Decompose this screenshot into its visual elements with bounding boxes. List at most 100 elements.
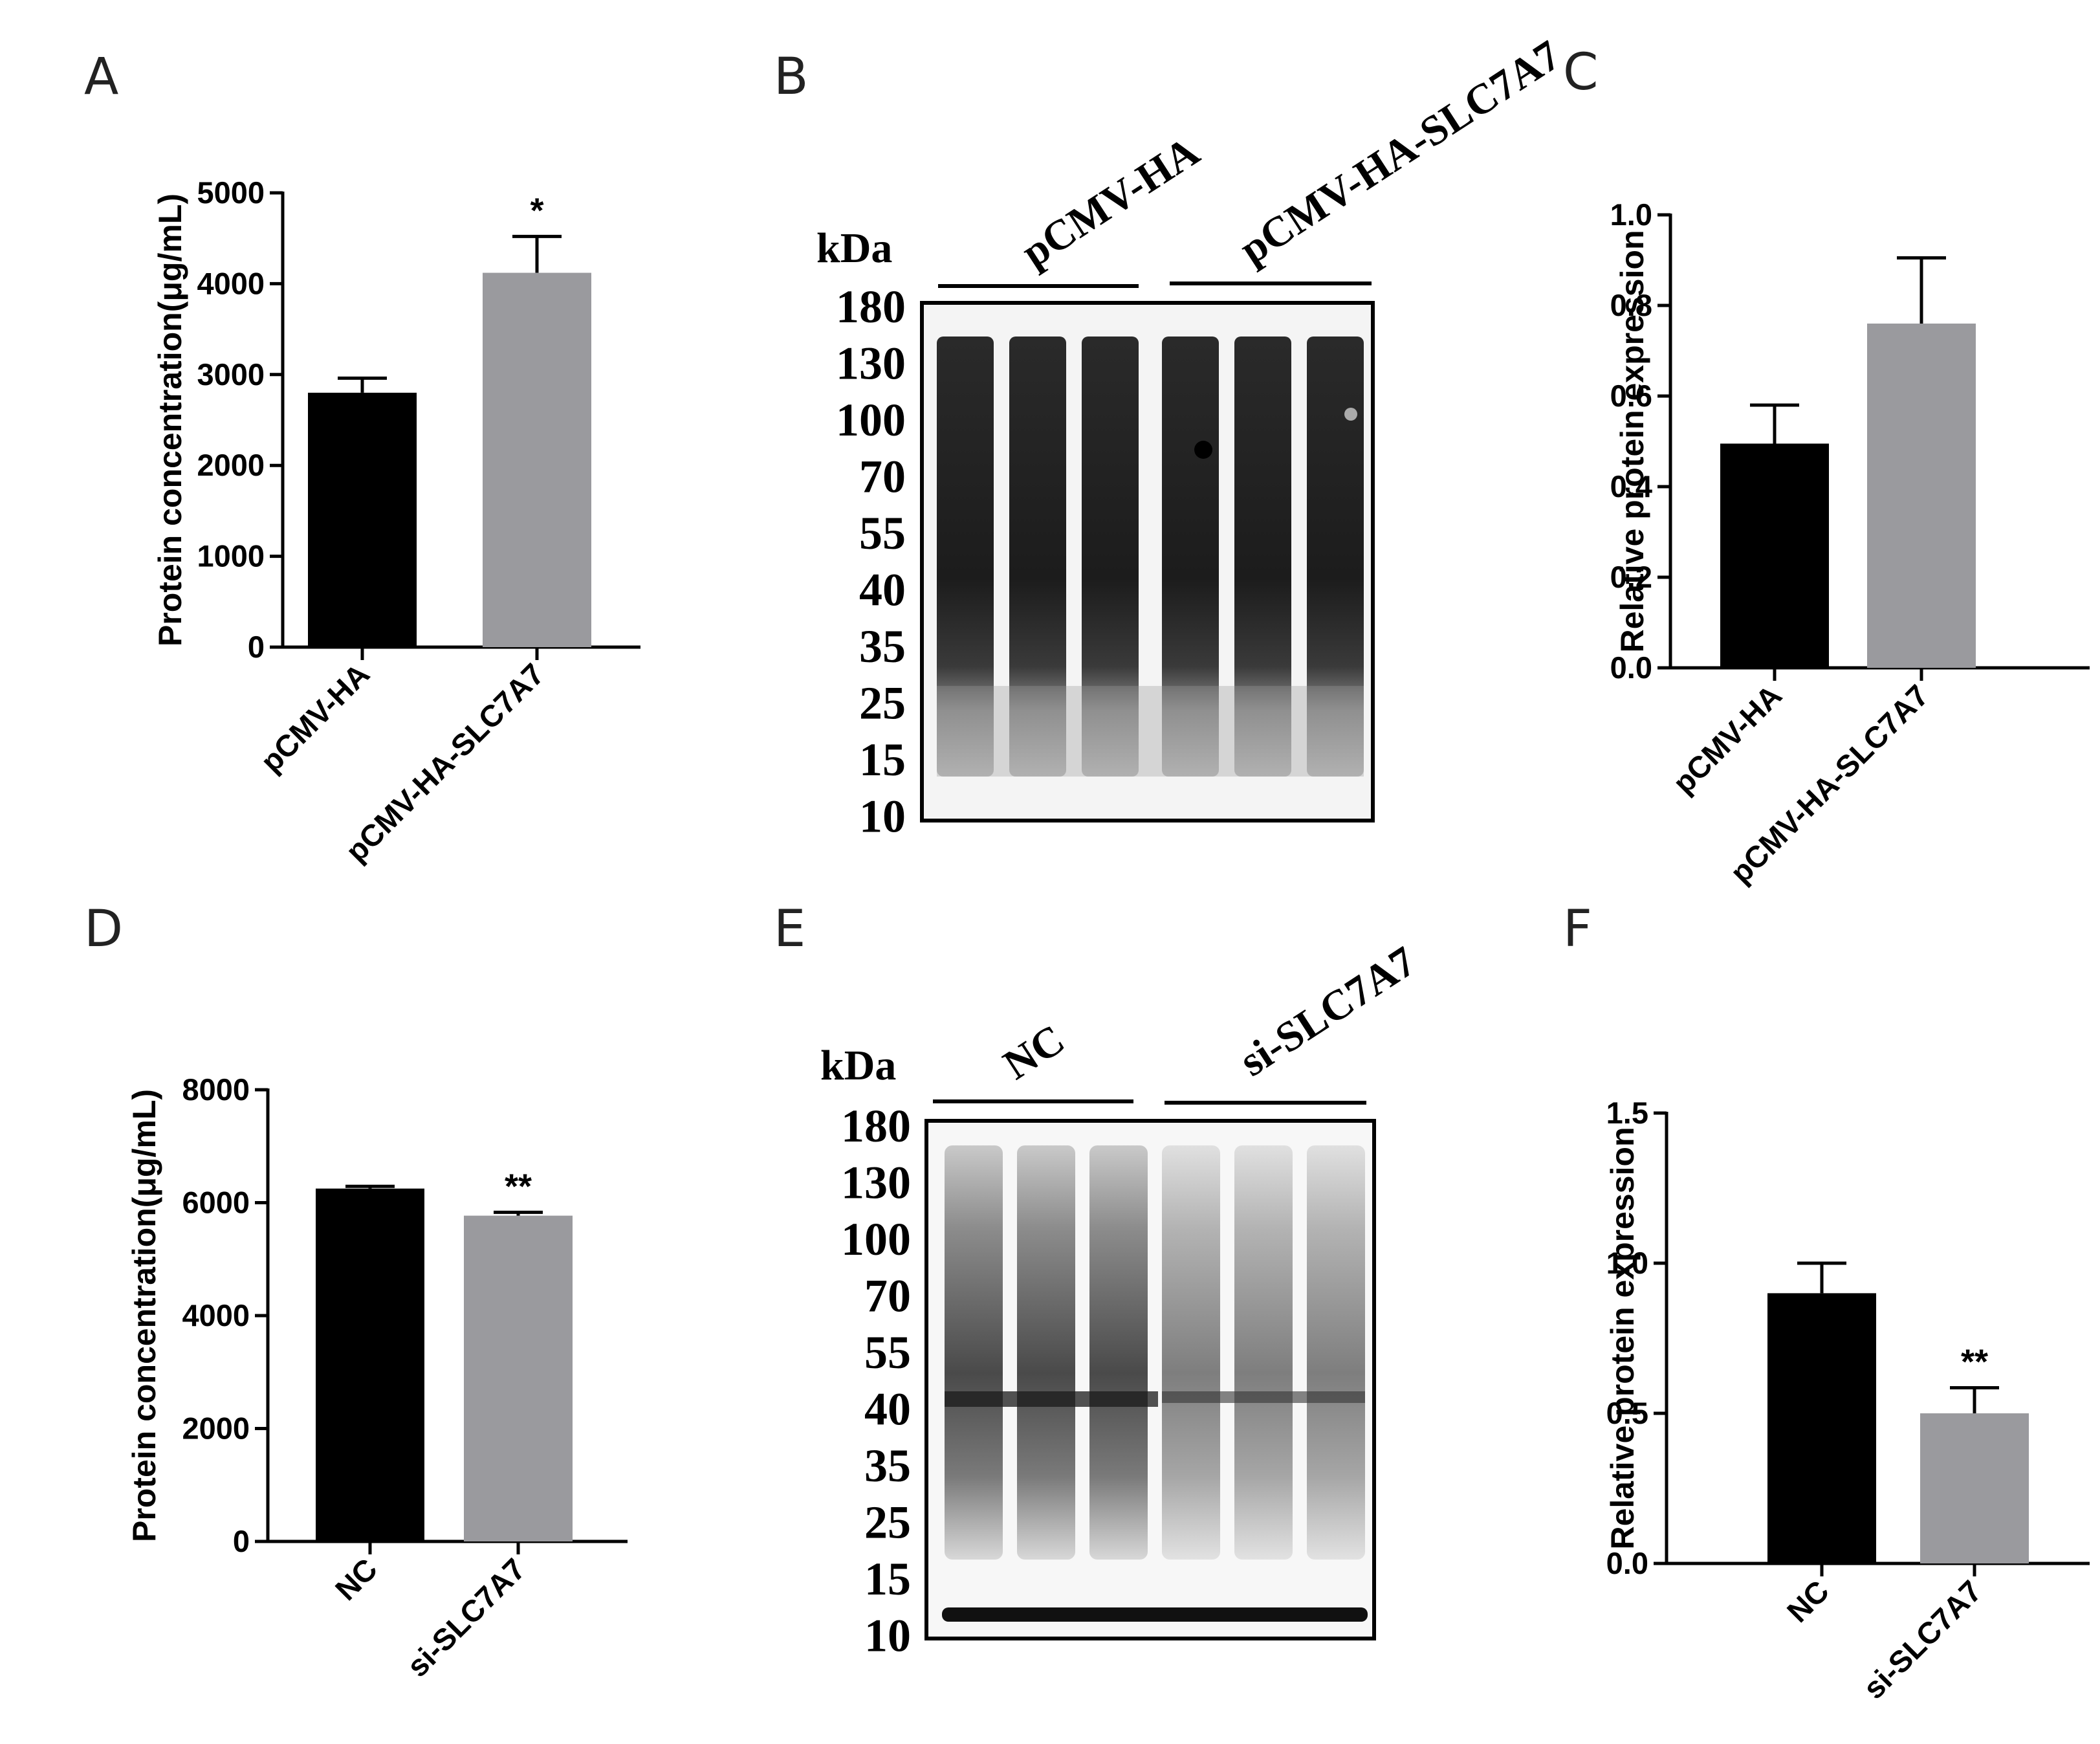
- blot-marker-label: 40: [864, 1384, 911, 1435]
- panel-letter-d: D: [84, 900, 123, 958]
- chart-d-y-tick-label: 6000: [182, 1186, 250, 1220]
- blot-marker-label: 130: [836, 338, 906, 390]
- chart-a-y-tick-label: 3000: [197, 357, 265, 392]
- chart-d-y-tick-label: 8000: [182, 1072, 250, 1107]
- chart-f-y-tick-label: 1.5: [1606, 1096, 1648, 1130]
- blot-e-lane: [1234, 1145, 1293, 1560]
- chart-d-y-tick-label: 2000: [182, 1411, 250, 1446]
- chart-f-y-tick-label: 1.0: [1606, 1246, 1648, 1280]
- chart-a-category-label: pCMV-HA: [254, 657, 376, 779]
- blot-marker-label: 100: [841, 1213, 911, 1265]
- blot-b-smear: [937, 686, 1364, 777]
- chart-c-category-label: pCMV-HA: [1666, 678, 1788, 800]
- blot-marker-label: 15: [864, 1553, 911, 1605]
- chart-c-bar: [1867, 324, 1976, 668]
- chart-c-y-axis-label: Relative protein expression: [1614, 230, 1650, 652]
- chart-c-bar: [1720, 443, 1829, 668]
- blot-e-lane: [945, 1145, 1003, 1560]
- blot-e-lanes: [942, 1145, 1368, 1622]
- chart-f-y-tick-label: 0.0: [1606, 1546, 1648, 1580]
- chart-d-category-label: si-SLC7A7: [400, 1552, 532, 1684]
- blot-e-unit-label: kDa: [820, 1042, 896, 1089]
- chart-c-y-tick-label: 0.8: [1610, 288, 1652, 322]
- chart-a-y-tick-label: 1000: [197, 539, 265, 573]
- blot-b-lane: [1082, 337, 1139, 777]
- panel-letter-a: A: [84, 48, 118, 106]
- blot-e-lane: [1017, 1145, 1075, 1560]
- blot-marker-label: 55: [859, 507, 906, 559]
- chart-a-y-tick-label: 2000: [197, 448, 265, 482]
- chart-f-bar: [1767, 1293, 1876, 1563]
- blot-marker-label: 180: [841, 1100, 911, 1152]
- blot-marker-label: 35: [859, 621, 906, 672]
- western-blot-b: kDa pCMV-HA pCMV-HA-SLC7A7 1801301007055…: [816, 31, 1569, 842]
- chart-a-y-tick-label: 5000: [197, 175, 265, 210]
- panel-letter-c: C: [1563, 43, 1598, 102]
- blot-marker-label: 10: [859, 791, 906, 843]
- chart-a-bar: [308, 392, 417, 647]
- blot-b-spot: [1344, 408, 1357, 421]
- chart-c-y-tick-label: 0.0: [1610, 650, 1652, 685]
- blot-e-lane: [1162, 1145, 1220, 1560]
- chart-f-bar: [1920, 1413, 2029, 1563]
- chart-d-bar: [464, 1215, 573, 1541]
- chart-c-y-tick-label: 1.0: [1610, 197, 1652, 232]
- blot-b-lanes: [937, 337, 1364, 777]
- panel-letter-f: F: [1563, 900, 1592, 958]
- blot-marker-label: 180: [836, 281, 906, 333]
- chart-d-significance-mark: **: [505, 1167, 532, 1206]
- blot-b-lane: [1009, 337, 1066, 777]
- blot-marker-label: 100: [836, 394, 906, 446]
- blot-e-lane: [1307, 1145, 1365, 1560]
- blot-b-group-label-2: pCMV-HA-SLC7A7: [1231, 31, 1569, 273]
- panel-letter-e: E: [774, 900, 805, 958]
- chart-c-y-tick-label: 0.2: [1610, 560, 1652, 594]
- chart-d-category-label: NC: [329, 1552, 384, 1607]
- chart-a-category-label: pCMV-HA-SLC7A7: [339, 657, 551, 868]
- blot-b-spot: [1194, 441, 1212, 459]
- blot-e-band-40: [945, 1391, 1158, 1407]
- blot-marker-label: 35: [864, 1440, 911, 1492]
- blot-marker-label: 70: [859, 451, 906, 503]
- chart-f-significance-mark: **: [1961, 1343, 1988, 1382]
- panel-letter-b: B: [774, 48, 809, 106]
- chart-a-y-tick-label: 0: [248, 630, 265, 664]
- blot-marker-label: 55: [864, 1327, 911, 1378]
- blot-b-lane: [1234, 337, 1291, 777]
- blot-b-membrane: [920, 301, 1375, 822]
- blot-b-lane: [937, 337, 994, 777]
- chart-c-y-tick-label: 0.4: [1610, 469, 1652, 503]
- chart-f-category-label: NC: [1780, 1574, 1835, 1629]
- blot-marker-label: 15: [859, 734, 906, 786]
- blot-marker-label: 25: [859, 678, 906, 729]
- chart-a-y-axis-label: Protein concentration(μg/mL): [152, 193, 188, 646]
- chart-a-significance-mark: *: [530, 191, 543, 230]
- chart-c-y-tick-label: 0.6: [1610, 379, 1652, 413]
- blot-b-lane: [1307, 337, 1364, 777]
- chart-f-y-tick-label: 0.5: [1606, 1396, 1648, 1430]
- chart-d-y-tick-label: 0: [233, 1524, 250, 1558]
- chart-a-y-tick-label: 4000: [197, 266, 265, 300]
- chart-d-bar: [316, 1188, 424, 1541]
- chart-a: 0 1000 2000 3000 4000 5000 Protein concentrati…: [152, 175, 640, 868]
- blot-e-band-40: [1162, 1391, 1365, 1403]
- blot-e-lane: [1089, 1145, 1148, 1560]
- blot-b-unit-label: kDa: [816, 225, 892, 272]
- blot-marker-label: 130: [841, 1157, 911, 1209]
- blot-marker-label: 70: [864, 1270, 911, 1322]
- chart-d-y-tick-label: 4000: [182, 1298, 250, 1332]
- blot-e-bottom-band: [942, 1607, 1368, 1622]
- blot-e-group-label-2: si-SLC7A7: [1231, 938, 1424, 1086]
- chart-f-category-label: si-SLC7A7: [1856, 1574, 1988, 1706]
- chart-a-bar: [483, 272, 591, 647]
- chart-f-y-axis-label: Relative protein expression: [1604, 1127, 1641, 1549]
- blot-e-group-label-1: NC: [995, 1015, 1073, 1088]
- blot-b-group-label-1: pCMV-HA: [1013, 127, 1207, 276]
- blot-marker-label: 40: [859, 564, 906, 616]
